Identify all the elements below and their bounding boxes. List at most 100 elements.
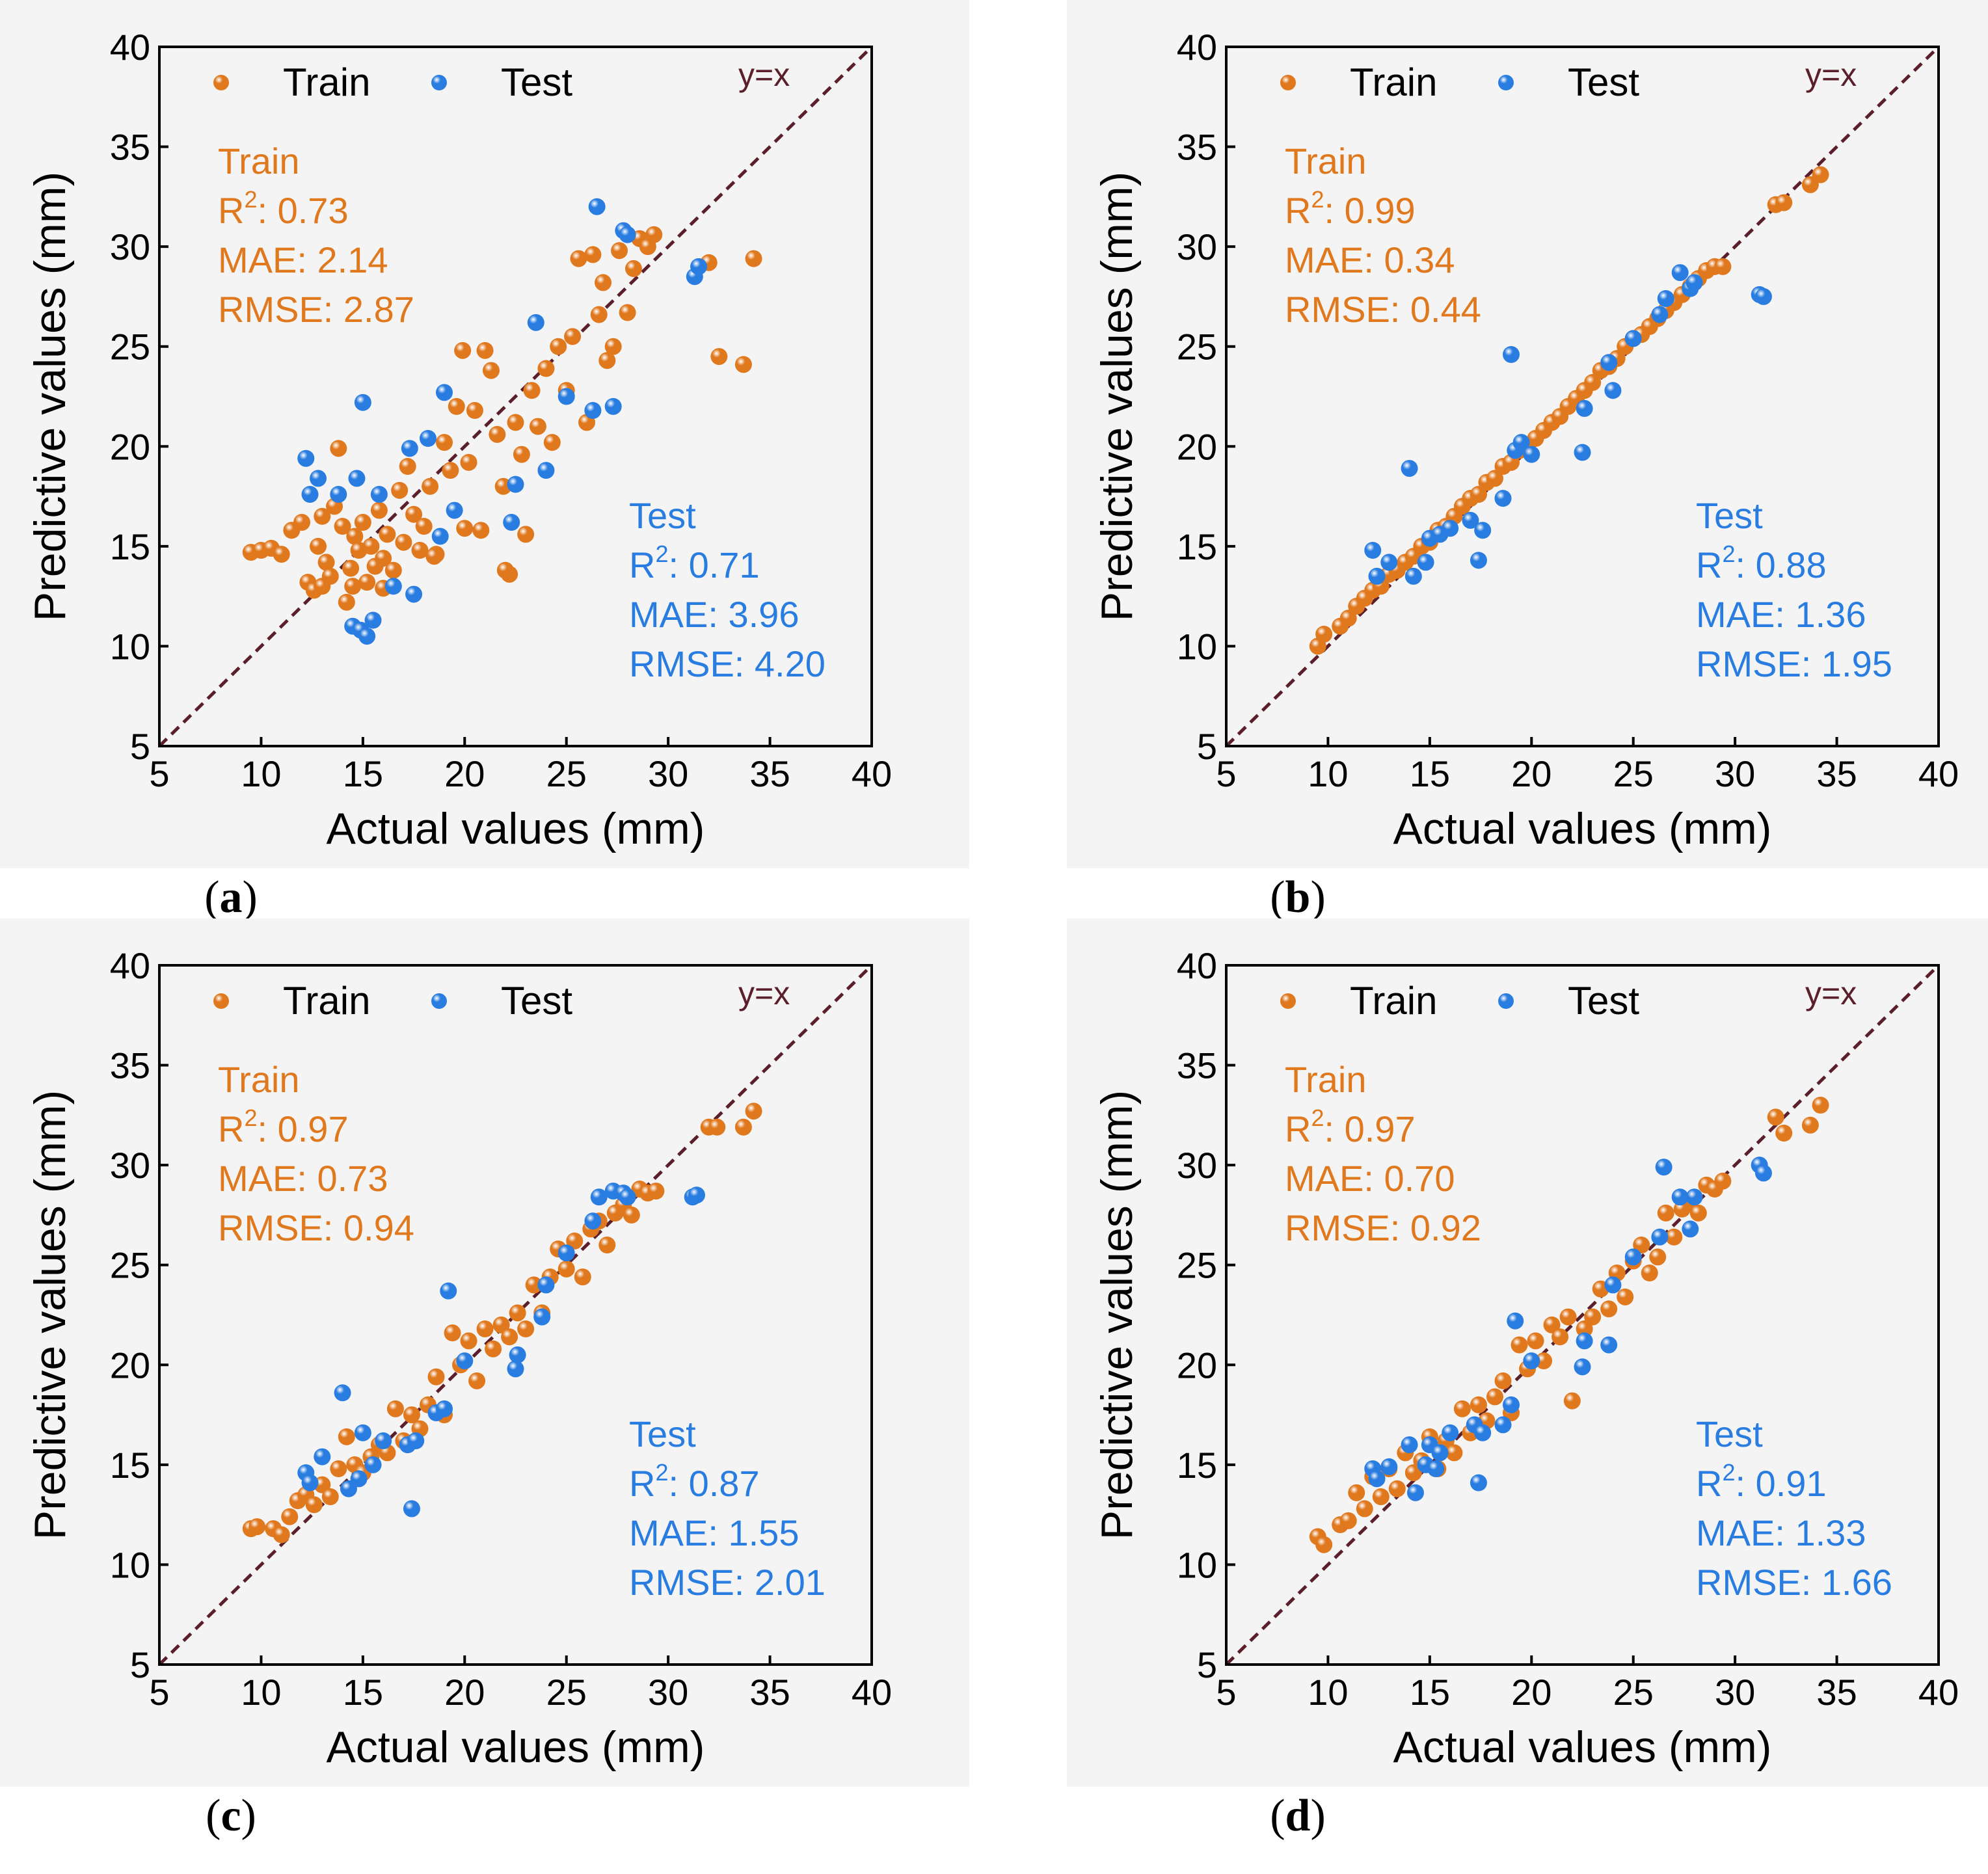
test-point: [405, 585, 423, 603]
train-stats-r2: R2: 0.97: [1285, 1104, 1416, 1149]
panel-caption: (c): [206, 1791, 256, 1841]
x-tick-label: 10: [241, 753, 281, 794]
train-point: [314, 578, 331, 595]
test-point: [1651, 1228, 1669, 1246]
train-point: [647, 1183, 665, 1200]
test-point: [590, 1188, 608, 1206]
train-point: [1494, 1372, 1512, 1389]
train-point: [529, 418, 546, 435]
y-tick-label: 25: [110, 1245, 150, 1286]
y-tick-label: 35: [110, 127, 150, 168]
train-point: [317, 554, 335, 571]
train-point: [330, 440, 347, 457]
train-point: [375, 550, 392, 567]
x-tick-label: 20: [444, 1672, 485, 1713]
test-point: [1600, 354, 1618, 371]
scatter-panel-a: 5 10 15 20 25 30 35 40 5 10 15 20 25 30 35 40 Actual val…: [0, 0, 969, 937]
test-stats-mae: MAE: 1.33: [1696, 1512, 1866, 1553]
test-point: [533, 1308, 551, 1326]
test-point: [1754, 288, 1772, 305]
legend-train-label: Train: [283, 979, 370, 1023]
test-point: [1368, 1470, 1386, 1488]
test-point: [1503, 1396, 1520, 1413]
train-point: [1470, 486, 1487, 503]
test-point: [334, 1384, 351, 1402]
reference-line: [158, 46, 873, 747]
test-point: [1474, 522, 1492, 539]
train-point: [485, 1340, 502, 1358]
train-point: [476, 1320, 494, 1337]
train-point: [436, 434, 453, 451]
y-tick-label: 5: [130, 1644, 150, 1685]
reference-line-label: y=x: [738, 57, 790, 93]
test-stats-rmse: RMSE: 1.66: [1696, 1562, 1892, 1603]
train-point: [314, 507, 331, 525]
x-tick-label: 20: [1511, 1672, 1551, 1713]
scatter-plot: 5 10 15 20 25 30 35 40 5 10 15 20 25 30 35 40 Actual val…: [25, 945, 892, 1772]
test-point: [1401, 1436, 1418, 1454]
test-point: [1380, 554, 1398, 571]
train-point: [611, 242, 628, 260]
train-point: [395, 533, 412, 551]
train-point: [570, 250, 587, 267]
test-point: [1671, 1188, 1689, 1206]
x-tick-label: 15: [343, 1672, 383, 1713]
train-point: [273, 546, 290, 563]
train-point: [1535, 1352, 1553, 1370]
train-point: [1563, 1392, 1581, 1410]
train-point: [1689, 1204, 1707, 1222]
train-point: [1527, 1332, 1544, 1350]
test-point: [1657, 290, 1674, 307]
train-stats-title: Train: [218, 141, 300, 181]
x-tick-label: 35: [749, 753, 790, 794]
train-point: [342, 559, 360, 577]
y-axis-label: Predictive values (mm): [1092, 172, 1142, 622]
train-point: [1714, 258, 1732, 275]
train-point: [344, 578, 362, 595]
train-point: [489, 425, 506, 443]
reference-line: [1225, 964, 1940, 1666]
train-point: [1551, 1328, 1569, 1346]
test-point: [401, 440, 418, 457]
train-point: [745, 1103, 762, 1120]
test-point: [619, 226, 636, 243]
x-tick-label: 10: [1308, 753, 1348, 794]
train-point: [598, 1237, 616, 1253]
test-point: [1404, 567, 1422, 585]
y-tick-label: 30: [110, 226, 150, 267]
test-point: [1470, 552, 1487, 569]
test-point: [354, 1424, 371, 1441]
test-point: [403, 1500, 420, 1518]
y-tick-label: 20: [110, 1345, 150, 1385]
train-point: [1714, 1172, 1732, 1190]
train-point: [517, 526, 535, 543]
train-point: [1486, 1388, 1503, 1406]
test-stats-title: Test: [629, 1413, 696, 1454]
x-tick-label: 5: [1216, 1672, 1236, 1713]
train-point: [566, 1232, 584, 1250]
train-point: [346, 528, 364, 545]
y-tick-label: 40: [110, 27, 150, 68]
test-point: [1651, 306, 1669, 323]
train-stats-mae: MAE: 2.14: [218, 239, 388, 280]
train-stats-title: Train: [218, 1059, 300, 1100]
y-tick-label: 40: [1177, 27, 1217, 68]
test-point: [384, 578, 402, 595]
train-stats-mae: MAE: 0.34: [1285, 239, 1455, 280]
x-axis-label: Actual values (mm): [327, 1722, 705, 1772]
train-stats-title: Train: [1285, 141, 1367, 181]
panel-background: [0, 0, 969, 868]
plot-frame: [1225, 46, 1940, 747]
train-point: [496, 561, 514, 579]
y-tick-label: 10: [1177, 626, 1217, 667]
train-point: [482, 362, 500, 379]
train-point: [1559, 1308, 1577, 1326]
test-point: [330, 486, 347, 503]
test-stats-mae: MAE: 1.55: [629, 1512, 799, 1553]
test-point: [1523, 1352, 1540, 1370]
legend-test-label: Test: [1568, 979, 1639, 1023]
train-point: [1339, 609, 1357, 627]
train-point: [517, 1320, 535, 1337]
train-point: [1584, 374, 1602, 391]
test-point: [419, 430, 437, 447]
